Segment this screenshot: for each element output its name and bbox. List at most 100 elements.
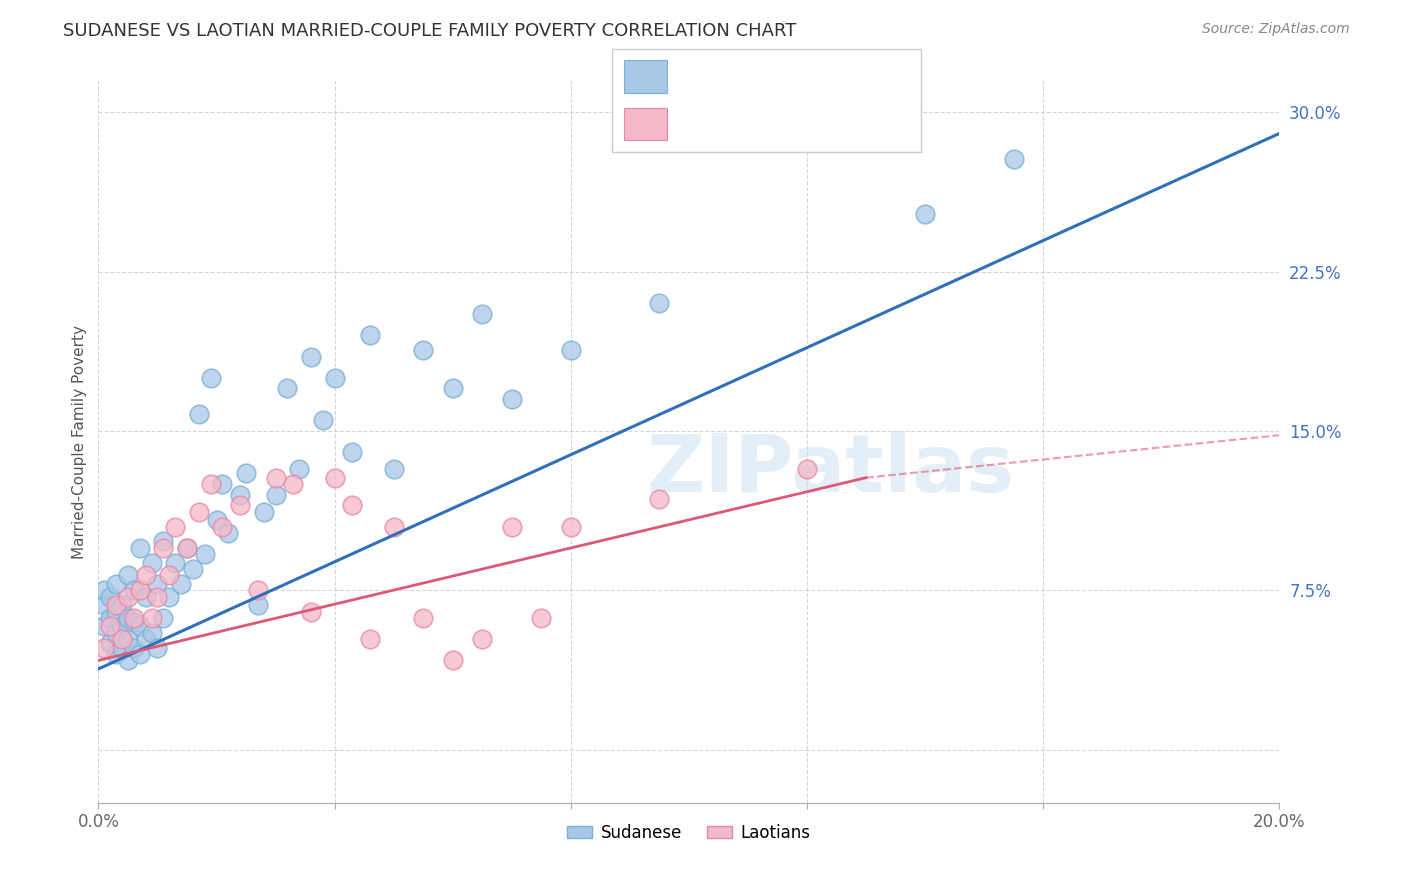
Point [253,505,276,519]
Point [914,207,936,221]
Text: R = 0.614: R = 0.614 [683,68,773,86]
Point [323,371,346,385]
Point [648,491,671,506]
Point [117,653,139,667]
Point [560,519,582,533]
Text: Source: ZipAtlas.com: Source: ZipAtlas.com [1202,22,1350,37]
Point [211,519,233,533]
Point [117,611,139,625]
Point [412,611,434,625]
Point [93,598,115,612]
Point [157,590,180,604]
Point [117,590,139,604]
Legend: Sudanese, Laotians: Sudanese, Laotians [561,817,817,848]
Point [170,577,193,591]
Point [141,556,163,570]
Point [141,625,163,640]
Point [117,568,139,582]
Point [359,328,381,343]
Point [122,583,145,598]
Point [128,647,150,661]
Point [229,488,252,502]
Point [117,632,139,647]
Point [105,625,128,640]
Point [105,577,128,591]
Point [1002,152,1025,166]
Point [176,541,198,555]
Point [135,632,157,647]
Point [146,590,169,604]
Point [187,407,209,421]
FancyBboxPatch shape [624,108,668,140]
Point [128,619,150,633]
Point [165,556,187,570]
Point [146,577,169,591]
Point [181,562,204,576]
Point [105,647,128,661]
Text: R = 0.421: R = 0.421 [683,115,773,133]
Point [246,598,269,612]
Point [111,619,134,633]
Point [122,611,145,625]
Point [501,519,523,533]
Point [128,583,150,598]
Point [135,590,157,604]
Point [283,477,305,491]
Point [200,371,222,385]
Point [93,583,115,598]
Point [246,583,269,598]
Point [98,590,121,604]
Point [342,445,364,459]
Point [187,505,209,519]
Point [276,381,298,395]
Point [235,467,257,481]
Point [98,611,121,625]
Point [146,640,169,655]
Point [200,477,222,491]
Point [135,568,157,582]
Point [441,381,464,395]
Point [796,462,818,476]
Point [299,605,322,619]
Point [111,598,134,612]
Point [111,640,134,655]
Point [122,615,145,630]
Point [359,632,381,647]
Point [648,296,671,310]
Point [176,541,198,555]
Point [382,462,405,476]
Point [105,598,128,612]
Point [229,498,252,512]
Point [141,611,163,625]
Point [412,343,434,358]
Point [560,343,582,358]
Point [323,471,346,485]
Point [217,525,239,540]
Point [471,632,494,647]
Point [288,462,311,476]
FancyBboxPatch shape [612,49,921,152]
Point [211,477,233,491]
Y-axis label: Married-Couple Family Poverty: Married-Couple Family Poverty [72,325,87,558]
Point [98,619,121,633]
Point [382,519,405,533]
Point [128,541,150,555]
Point [122,640,145,655]
Point [105,605,128,619]
Point [194,547,217,561]
Point [501,392,523,406]
Point [342,498,364,512]
Point [111,632,134,647]
Point [152,541,174,555]
Point [471,307,494,321]
FancyBboxPatch shape [624,61,668,93]
Text: N = 63: N = 63 [807,68,875,86]
Text: N = 34: N = 34 [807,115,875,133]
Point [98,636,121,650]
Point [152,534,174,549]
Point [205,513,228,527]
Text: SUDANESE VS LAOTIAN MARRIED-COUPLE FAMILY POVERTY CORRELATION CHART: SUDANESE VS LAOTIAN MARRIED-COUPLE FAMIL… [63,22,797,40]
Point [441,653,464,667]
Point [152,611,174,625]
Point [530,611,553,625]
